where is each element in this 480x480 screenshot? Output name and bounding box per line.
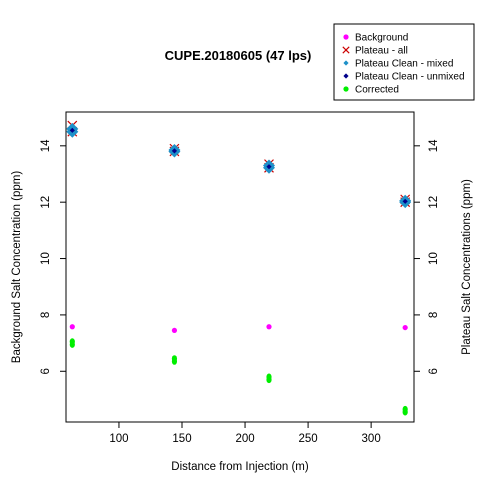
x-axis: 100 150 200 250 300	[109, 422, 381, 445]
data-point	[69, 127, 75, 133]
legend-label: Plateau Clean - unmixed	[355, 72, 465, 83]
y-tick-label: 14	[40, 139, 52, 152]
data-point	[402, 324, 408, 331]
series-corrected	[69, 338, 408, 416]
data-point	[402, 408, 408, 416]
y-tick-label-right: 10	[428, 252, 440, 265]
y-tick-label: 10	[40, 252, 52, 265]
y-axis-right: 6 8 10 12 14	[414, 139, 440, 374]
x-axis-label: Distance from Injection (m)	[171, 461, 309, 473]
y-tick-label: 8	[40, 312, 52, 318]
y-tick-label: 12	[40, 196, 52, 209]
legend-marker	[342, 46, 350, 54]
data-point	[266, 376, 272, 384]
chart-title: CUPE.20180605 (47 lps)	[165, 48, 312, 63]
data-points	[66, 120, 412, 416]
data-point	[171, 327, 178, 334]
data-point	[69, 324, 75, 330]
y-tick-label-right: 8	[428, 312, 440, 318]
y-tick-label-right: 6	[428, 368, 440, 374]
cross-stroke	[342, 46, 350, 54]
data-point	[171, 358, 178, 365]
y-axis-left: 6 8 10 12 14	[40, 139, 66, 374]
legend-marker	[343, 73, 349, 79]
legend-label: Plateau - all	[355, 46, 408, 57]
x-tick-label: 100	[109, 433, 128, 445]
plot-area	[65, 111, 415, 423]
legend-marker	[343, 60, 349, 66]
legend: Background Plateau - all Plateau Clean - m…	[333, 23, 475, 101]
data-point	[171, 148, 178, 154]
legend-label: Background	[355, 33, 408, 44]
y-axis-label: Background Salt Concentration (ppm)	[11, 171, 23, 364]
x-tick-label: 200	[235, 433, 254, 445]
x-tick-label: 300	[362, 433, 381, 445]
series-plateau-clean-unmixed	[69, 127, 408, 204]
series-plateau-all	[67, 120, 411, 208]
x-tick-label: 250	[298, 433, 317, 445]
y-tick-label-right: 12	[428, 196, 440, 209]
legend-marker	[343, 86, 349, 92]
legend-marker	[343, 34, 349, 40]
series-plateau-clean-mixed	[66, 122, 412, 209]
data-point	[266, 164, 272, 170]
legend-label: Plateau Clean - mixed	[355, 59, 453, 70]
y-tick-label: 6	[40, 368, 52, 374]
y-tick-label-right: 14	[428, 139, 440, 152]
legend-label: Corrected	[355, 85, 399, 96]
y-axis-label-right: Plateau Salt Concentrations (ppm)	[461, 179, 473, 355]
x-tick-label: 150	[172, 433, 191, 445]
series-background	[69, 324, 408, 334]
data-point	[69, 341, 75, 348]
legend-box	[333, 23, 475, 101]
data-point	[402, 198, 408, 204]
data-point	[266, 324, 272, 330]
